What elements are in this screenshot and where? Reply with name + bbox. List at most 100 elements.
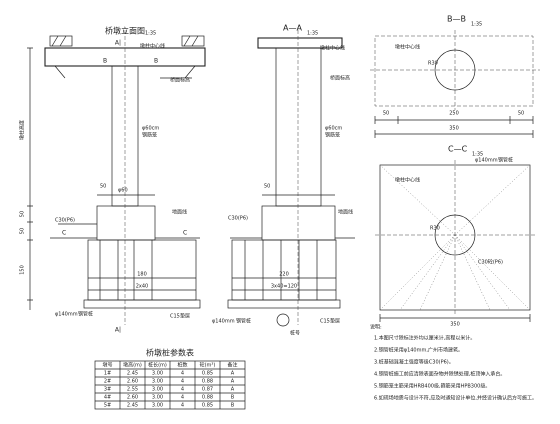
label: 钢筋笼 [142,132,157,139]
section-aa-line [276,313,290,327]
label: 地面线 [172,209,187,216]
label: 墩柱中心线 [395,177,420,184]
table-cell: 2.60 [127,379,138,385]
label: B [154,58,158,65]
table-cell: A [231,379,235,385]
label: 垫层 [330,318,340,325]
section-cc-line [379,164,531,311]
label: 墩柱中心线 [395,44,420,51]
label: 50 [264,184,270,190]
table-header: 备注 [227,362,237,369]
section-aa-line [275,47,322,207]
label: 钢管桩 [236,318,251,325]
label: 50 [20,228,26,234]
label: C15 [320,319,330,325]
label: 150 [20,265,26,275]
label: 350 [450,322,460,328]
label: 桩号 [290,330,300,337]
note-line: 3.桩基础混凝土强度等级C30(P6)。 [374,359,454,366]
front-elevation-line [27,47,33,310]
label: 1:35 [471,22,482,28]
table-cell: 0.87 [202,387,213,393]
section-aa-line [231,239,337,301]
label: C—C [448,145,468,154]
table-cell: 3# [104,387,111,393]
front-elevation-line [99,240,153,300]
label: 桥墩桩参数表 [146,348,194,358]
label: φ60 [118,188,128,194]
label: 50 [383,111,389,117]
section-cc-line [434,214,476,256]
table-cell: B [231,403,235,409]
note-line: 2.钢管桩采用φ140mm,广州市场建筑。 [374,347,463,354]
label: 1:35 [472,152,483,158]
label: φ60cm [325,126,342,132]
label: R30 [428,61,438,67]
label: 说明: [370,324,382,331]
table-cell: 5# [104,403,111,409]
table-cell: 3.00 [152,379,163,385]
label: 桥面标高 [330,75,350,82]
label: R30 [430,226,440,232]
section-aa-line [230,194,355,239]
table-cell: 4 [181,403,184,409]
label: 垫层 [180,313,190,320]
table-cell: 0.88 [202,395,213,401]
label: 180 [137,272,147,278]
label: 钢管桩 [498,157,513,164]
table-cell: 4 [181,387,184,393]
table-cell: 3.00 [152,371,163,377]
label: A| [115,40,121,47]
section-bb: B—B 1:35 墩柱中心线 R30 50 250 50 350 [370,15,540,138]
front-elevation-line [51,35,199,79]
table-cell: 3.00 [152,395,163,401]
section-aa-line [244,240,318,300]
label: B [103,58,107,65]
note-line: 6.如现场地质与设计不符,应及时通知设计单位,并经设计确认后方可施工。 [374,395,537,402]
label: 3x40=120 [271,284,297,290]
section-aa: A—A 1:35 墩柱中心线 桥面标高 φ60cm 钢筋笼 C30(P6) 地面… [212,24,355,337]
table-cell: 2# [104,379,111,385]
table-cell: A [231,387,235,393]
note-line: 1.本图尺寸除标注外均以厘米计,高程以米计。 [374,335,475,342]
label: 墩柱中心线 [140,43,165,50]
label: φ140mm [212,319,235,325]
table-cell: A [231,371,235,377]
front-elevation-line [83,299,201,309]
section-bb-line [374,35,534,107]
front-elevation: 桥墩立面图 1:35 A| A| B B 墩柱中心线 桥面标高 钢筋笼 φ60c… [19,26,206,334]
label: 350 [449,126,459,132]
label: 2x40 [136,284,149,290]
table-header: 墩号 [102,362,112,369]
label: 墩柱中心线 [320,45,345,52]
notes: 说明: 1.本图尺寸除标注外均以厘米计,高程以米计。 2.钢管桩采用φ140mm,… [370,324,537,402]
label: 50 [20,211,26,217]
table-cell: 2.55 [127,387,138,393]
table-cell: 2.45 [127,371,138,377]
label: 地面线 [338,209,353,216]
label: A| [115,327,121,334]
table-cell: 4 [181,395,184,401]
front-elevation-line [87,239,197,301]
table-cell: 3.00 [152,387,163,393]
label: C30(P6) [55,218,75,224]
front-elevation-line [88,277,196,291]
table-cell: 3.00 [152,403,163,409]
table-cell: B [231,395,235,401]
section-aa-line [227,299,341,309]
note-line: 4.钢管桩施工前应清除表面杂物并除锈处理,桩顶伸入承台。 [374,371,505,378]
parameter-table: 桥墩桩参数表 墩号 墩高(m) 桩长(m) 桩数 砼(m³) 备注 1# 2.45 3.00 4 0… [94,348,246,410]
table-cell: 0.85 [202,371,213,377]
label: 220 [279,272,289,278]
label: 50 [100,184,106,190]
note-line: 5.钢筋笼主筋采用HRB400级,箍筋采用HPB300级。 [374,383,490,390]
section-aa-line [232,277,336,291]
label: φ140mm [55,312,78,318]
label: 50 [518,111,524,117]
label: 钢筋笼 [325,132,340,139]
table-header: 墩高(m) [123,362,142,369]
label: φ140mm [475,158,498,164]
table-cell: 2.60 [127,395,138,401]
label: 桥面标高 [170,77,190,84]
